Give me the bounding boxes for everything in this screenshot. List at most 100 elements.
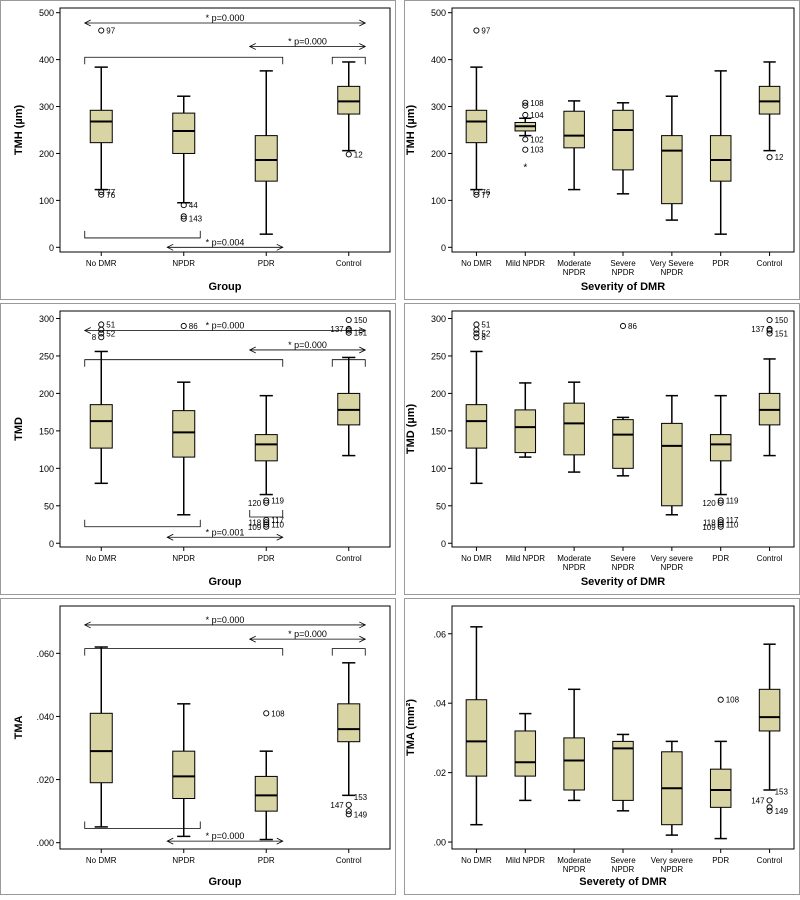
outlier-label: 97: [106, 27, 115, 36]
box-3: [254, 70, 278, 235]
x-tick-label: Control: [336, 554, 362, 563]
arrow-head-right: [359, 621, 367, 629]
x-tick-label: Control: [757, 259, 783, 268]
arrow-head-left: [248, 43, 256, 50]
box-iqr: [563, 737, 585, 791]
comparison-bracket: [331, 56, 366, 65]
p-value-label: * p=0.000: [206, 320, 245, 330]
box-4: 147 149: [330, 662, 368, 819]
box-iqr: [758, 85, 781, 115]
outlier-label: 51: [106, 320, 115, 329]
arrow-head-left: [166, 243, 174, 251]
outlier-label: 137: [330, 325, 344, 334]
x-tick-label: No DMR: [461, 856, 492, 865]
y-tick-label: 100: [431, 464, 446, 474]
box-iqr: [89, 404, 113, 449]
x-tick-label: Mild NPDR: [506, 259, 546, 268]
outlier-label: 97: [481, 27, 490, 36]
comparison-bracket: [84, 56, 284, 65]
outlier-label: 151: [354, 329, 368, 338]
y-tick-label: 50: [44, 501, 54, 511]
y-tick-label: .000: [36, 838, 54, 848]
extreme-point: *: [523, 163, 527, 174]
outlier-point: [98, 27, 105, 34]
outlier-label: 108: [530, 99, 544, 108]
box-2: [514, 382, 537, 458]
y-tick-label: .060: [36, 649, 54, 659]
box-iqr: [612, 109, 634, 171]
y-tick-label: 250: [431, 351, 446, 361]
x-tick-label: PDR: [258, 259, 275, 268]
y-axis-label: TMA: [13, 716, 25, 740]
comparison-bracket: [84, 519, 201, 528]
box-iqr: [254, 434, 278, 462]
outlier-point: [180, 202, 187, 209]
box-iqr: [465, 699, 488, 777]
boxplot-panel-6: .00 .02 .04 .06 TMA (mm²) No DMR Mild NPDR Mode…: [404, 598, 800, 895]
x-tick-label: Mild NPDR: [506, 554, 546, 563]
outlier-point: [522, 146, 529, 153]
arrow-head-right: [276, 837, 284, 845]
panel-frame: [404, 303, 800, 595]
x-tick-label: Moderate: [557, 259, 591, 268]
x-tick-label: Very severe: [651, 856, 694, 865]
outlier-point: [717, 519, 724, 526]
outlier-point: [263, 499, 270, 506]
outlier-point: [263, 521, 270, 528]
outlier-label: 52: [106, 329, 115, 338]
outlier-point: [473, 27, 480, 34]
box-iqr: [337, 85, 361, 115]
boxplot-svg: 0 100 200 300 400 500 TMH (µm) No DMR Mild NPDR M…: [404, 0, 800, 300]
plot-area: [59, 605, 391, 850]
comparison-bracket: [84, 821, 201, 829]
boxplot-panel-4: 0 50 100 150 200 250 300 TMD (µm) No DMR Mild NPD…: [404, 303, 800, 595]
box-iqr: [661, 135, 683, 205]
box-4: [612, 102, 634, 195]
outlier-label: 150: [354, 316, 368, 325]
outlier-label: 149: [354, 810, 368, 819]
outlier-label: 110: [271, 521, 284, 530]
outlier-point: [263, 519, 270, 526]
x-tick-label: No DMR: [86, 259, 117, 268]
outlier-point: [263, 523, 270, 530]
y-axis-label: TMH (µm): [13, 105, 25, 156]
y-axis-label: TMH (µm): [405, 105, 417, 156]
box-iqr: [563, 110, 585, 149]
x-tick-label: NPDR: [612, 563, 635, 572]
x-tick-label: No DMR: [86, 856, 117, 865]
x-tick-label: Moderate: [557, 856, 591, 865]
y-tick-label: 300: [39, 102, 54, 112]
arrow-head-left: [248, 346, 256, 354]
outlier-label: 119: [726, 497, 739, 506]
x-tick-label: NPDR: [563, 865, 586, 874]
arrow-head-right: [359, 43, 367, 50]
x-axis-label: Group: [209, 576, 242, 588]
outlier-point: [522, 111, 529, 119]
outlier-point: [98, 326, 105, 333]
x-axis-label: Severity of DMR: [581, 576, 665, 588]
box-5: [661, 740, 683, 836]
comparison-bracket: [84, 648, 284, 656]
boxplot-svg: 0 50 100 150 200 250 300 TMD (µm) No DMR Mild NPD…: [404, 303, 800, 595]
outlier-label: 8: [92, 333, 97, 342]
comparison-bracket: [84, 230, 201, 239]
comparison-arrow: * p=0.001: [166, 527, 284, 541]
arrow-head-right: [276, 243, 284, 251]
arrow-head-right: [359, 346, 367, 354]
box-iqr: [612, 419, 634, 469]
y-tick-label: 100: [431, 196, 446, 206]
outlier-label: 103: [530, 146, 544, 155]
outlier-point: [522, 99, 529, 106]
outlier-label: 120: [248, 499, 262, 508]
y-tick-label: 50: [436, 501, 446, 511]
outlier-label: 52: [481, 329, 490, 338]
arrow-head-left: [166, 837, 174, 845]
outlier-label: 147: [751, 796, 765, 805]
box-2: [514, 712, 537, 802]
comparison-arrow: * p=0.000: [248, 629, 367, 643]
x-tick-label: Very severe: [651, 554, 694, 563]
x-tick-label: NPDR: [563, 268, 586, 277]
box-4: 86: [612, 322, 637, 477]
p-value-label: * p=0.000: [206, 615, 245, 625]
box-iqr: [465, 109, 488, 144]
